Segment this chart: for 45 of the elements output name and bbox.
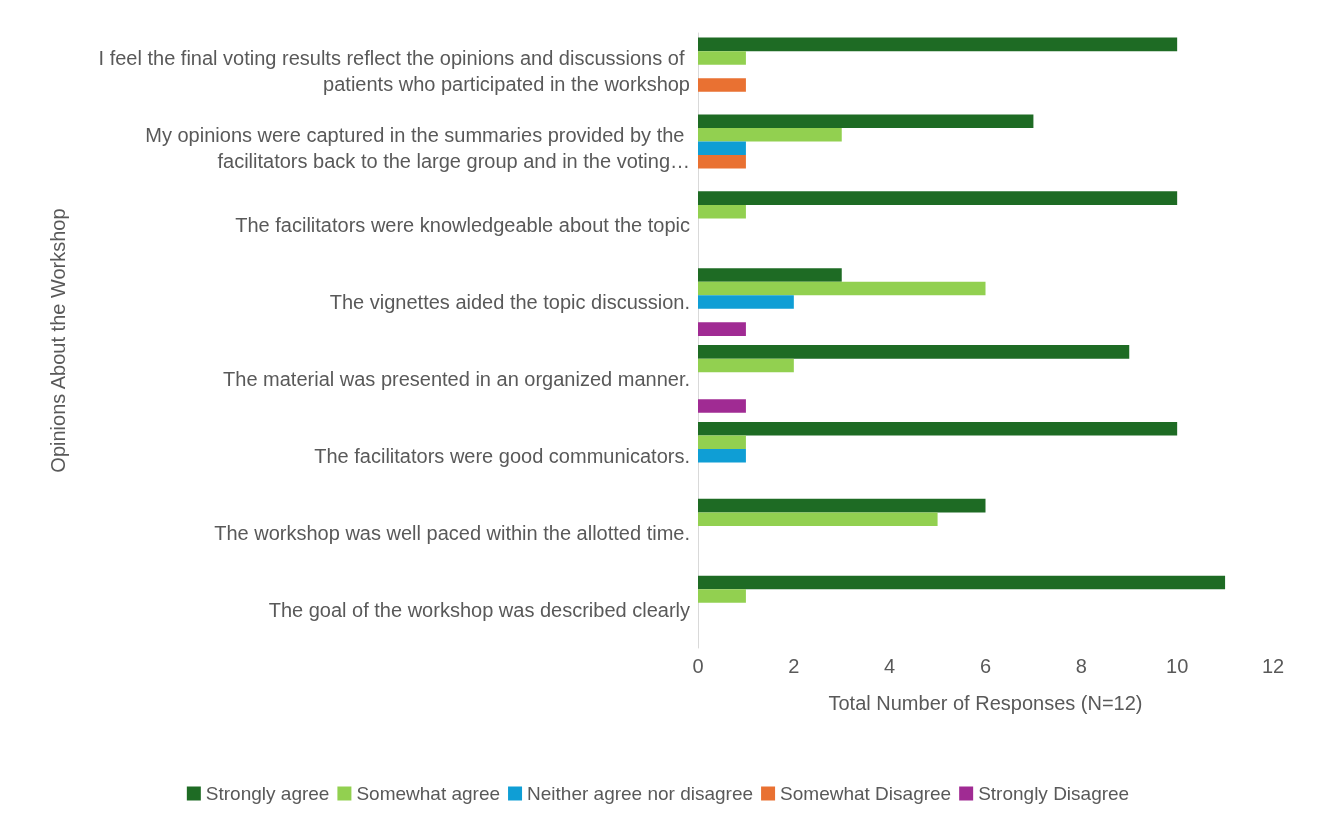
y-tick-label: The goal of the workshop was described clearly bbox=[268, 598, 690, 621]
x-tick-label: 8 bbox=[1075, 655, 1087, 677]
bar bbox=[698, 141, 746, 156]
bar bbox=[698, 78, 746, 92]
y-tick-label: The workshop was well paced within the allotted time. bbox=[214, 521, 690, 544]
bar bbox=[698, 435, 746, 450]
bar bbox=[698, 114, 1034, 129]
bar bbox=[698, 498, 986, 513]
bar bbox=[698, 589, 746, 603]
bar bbox=[698, 51, 746, 65]
bar bbox=[698, 399, 746, 413]
legend-label: Somewhat Disagree bbox=[780, 783, 952, 804]
legend-label: Strongly Disagree bbox=[978, 783, 1130, 804]
bar bbox=[698, 128, 842, 142]
bar bbox=[698, 155, 746, 169]
bar bbox=[698, 204, 746, 219]
bar bbox=[698, 37, 1178, 52]
bar bbox=[698, 191, 1178, 205]
x-tick-label: 12 bbox=[1261, 655, 1285, 677]
x-tick-label: 4 bbox=[884, 655, 896, 677]
legend-label: Somewhat agree bbox=[356, 783, 501, 804]
bar bbox=[698, 575, 1226, 590]
x-tick-label: 6 bbox=[979, 655, 992, 677]
y-tick-label: The facilitators were knowledgeable about the topic bbox=[235, 214, 690, 237]
bar bbox=[698, 281, 986, 296]
x-axis-title: Total Number of Responses (N=12) bbox=[828, 692, 1143, 714]
bar bbox=[698, 449, 746, 463]
bar bbox=[698, 295, 794, 309]
bar bbox=[698, 358, 794, 373]
x-tick-label: 2 bbox=[788, 655, 800, 677]
bar bbox=[698, 322, 746, 336]
bar bbox=[698, 512, 938, 526]
y-axis-title: Opinions About the Workshop bbox=[47, 208, 69, 473]
legend-label: Strongly agree bbox=[205, 783, 330, 804]
y-tick-label: The vignettes aided the topic discussion. bbox=[329, 291, 690, 314]
y-tick-label: I feel the final voting results reflect the opinions and discussions of patients who participated in the workshop bbox=[98, 47, 690, 96]
y-tick-label: The facilitators were good communicators. bbox=[314, 444, 690, 467]
y-tick-label: The material was presented in an organized manner. bbox=[223, 367, 690, 390]
bar bbox=[698, 268, 842, 282]
bar bbox=[698, 345, 1130, 359]
x-tick-label: 10 bbox=[1166, 655, 1189, 677]
y-tick-label: My opinions were captured in the summaries provided by the facilitators back to the large group and in the voting… bbox=[145, 124, 690, 173]
bar bbox=[698, 421, 1178, 436]
legend-label: Neither agree nor disagree bbox=[527, 783, 754, 804]
x-tick-label: 0 bbox=[692, 655, 704, 677]
